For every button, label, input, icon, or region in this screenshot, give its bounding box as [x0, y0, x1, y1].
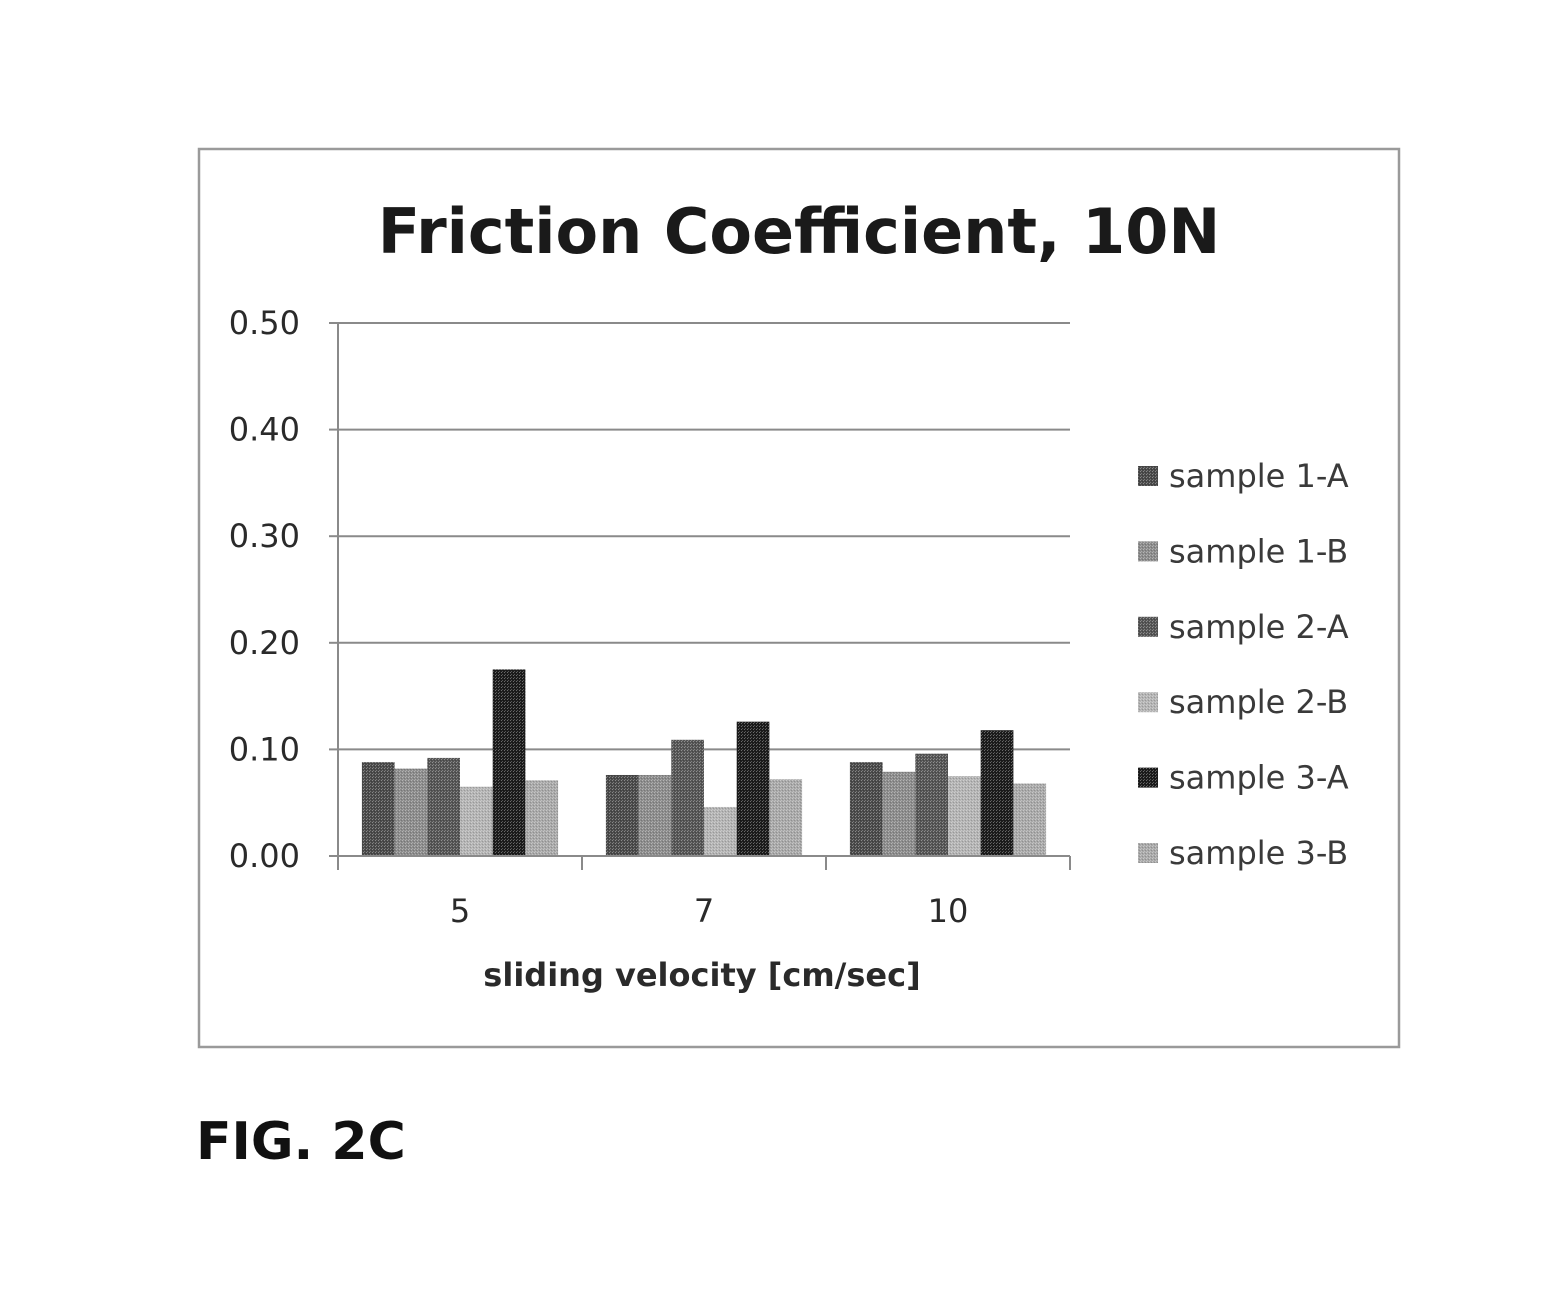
y-axis-ticks: 0.00 0.10 0.20 0.30 0.40 0.50 — [229, 304, 338, 875]
legend-label: sample 2-A — [1169, 608, 1349, 646]
x-tick-label: 7 — [694, 892, 714, 930]
chart-title: Friction Coefficient, 10N — [378, 195, 1221, 268]
legend-swatch-texture — [1138, 466, 1158, 486]
bar-texture — [769, 779, 803, 856]
figure-caption: FIG. 2C — [196, 1112, 406, 1172]
y-tick-label: 0.50 — [229, 304, 300, 342]
x-axis-ticks: 5 7 10 — [337, 856, 1071, 930]
legend-label: sample 3-B — [1169, 834, 1348, 872]
legend-label: sample 3-A — [1169, 759, 1349, 797]
legend-label: sample 1-A — [1169, 457, 1349, 495]
bar-texture — [492, 669, 526, 856]
gridlines — [338, 322, 1070, 751]
x-tick-label: 5 — [450, 892, 470, 930]
legend-swatch-texture — [1138, 843, 1158, 863]
legend-swatch-texture — [1138, 767, 1158, 788]
chart-frame — [197, 147, 1401, 1049]
axes — [337, 323, 1070, 857]
bar-texture — [980, 730, 1014, 856]
bar-texture — [671, 739, 704, 856]
bar-texture — [525, 780, 559, 856]
bar-texture — [704, 806, 737, 856]
y-tick-label: 0.10 — [229, 730, 300, 768]
x-axis-title: sliding velocity [cm/sec] — [483, 956, 920, 994]
legend: sample 1-A sample 1-B sample 2-A sample 2-B… — [1138, 457, 1349, 872]
bar-texture — [638, 774, 672, 856]
y-tick-label: 0.40 — [229, 411, 300, 449]
bar-texture — [1013, 783, 1047, 856]
legend-swatch-texture — [1138, 692, 1158, 713]
legend-swatch-texture — [1138, 616, 1158, 637]
bar-texture — [882, 771, 916, 856]
bar-texture — [948, 776, 981, 856]
y-tick-label: 0.00 — [229, 837, 300, 875]
legend-label: sample 2-B — [1169, 683, 1348, 721]
bar-texture — [915, 753, 948, 856]
bar-texture — [361, 762, 395, 856]
legend-label: sample 1-B — [1169, 532, 1348, 570]
bars — [361, 669, 1047, 856]
bar-texture — [460, 786, 493, 856]
x-tick-label: 10 — [928, 892, 969, 930]
bar-texture — [427, 757, 460, 856]
y-tick-label: 0.30 — [229, 517, 300, 555]
y-tick-label: 0.20 — [229, 624, 300, 662]
bar-texture — [605, 774, 639, 856]
bar-texture — [394, 768, 428, 856]
bar-texture — [736, 721, 770, 856]
legend-swatch-texture — [1138, 541, 1158, 562]
bar-texture — [849, 762, 883, 856]
